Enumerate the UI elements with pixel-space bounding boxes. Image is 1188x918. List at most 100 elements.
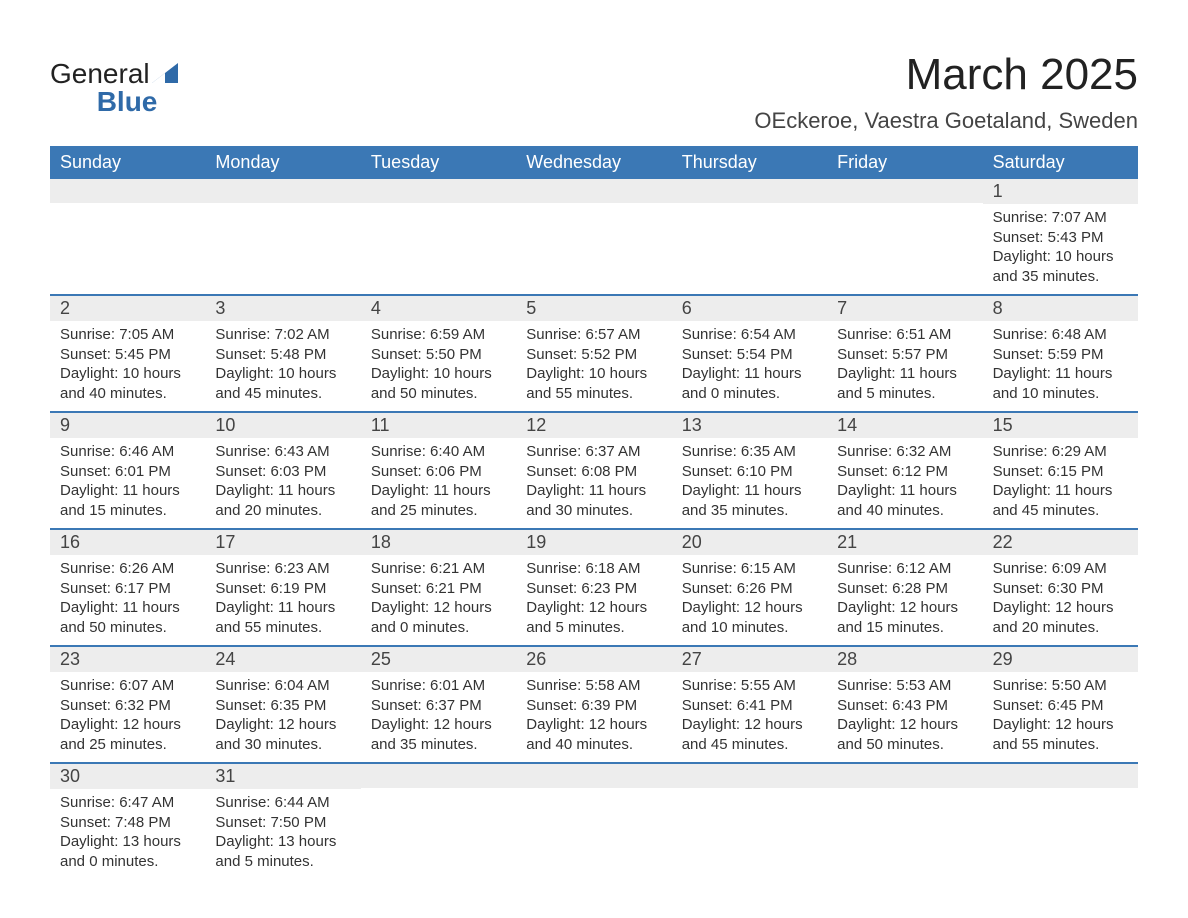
calendar-day-cell: 27Sunrise: 5:55 AMSunset: 6:41 PMDayligh… [672, 647, 827, 762]
calendar-day-cell: 1Sunrise: 7:07 AMSunset: 5:43 PMDaylight… [983, 179, 1138, 294]
calendar-day-cell: 6Sunrise: 6:54 AMSunset: 5:54 PMDaylight… [672, 296, 827, 411]
day-content: Sunrise: 6:57 AMSunset: 5:52 PMDaylight:… [516, 321, 671, 411]
calendar-day-cell: 12Sunrise: 6:37 AMSunset: 6:08 PMDayligh… [516, 413, 671, 528]
calendar-day-cell: 31Sunrise: 6:44 AMSunset: 7:50 PMDayligh… [205, 764, 360, 879]
sunset-line: Sunset: 5:50 PM [371, 345, 506, 365]
daylight-line: Daylight: 11 hoursand 50 minutes. [60, 598, 195, 637]
daylight-line: Daylight: 12 hoursand 50 minutes. [837, 715, 972, 754]
sunrise-line: Sunrise: 6:47 AM [60, 793, 195, 813]
day-number: 15 [983, 413, 1138, 438]
sunset-line: Sunset: 6:28 PM [837, 579, 972, 599]
day-content: Sunrise: 6:09 AMSunset: 6:30 PMDaylight:… [983, 555, 1138, 645]
daylight-line: Daylight: 10 hoursand 35 minutes. [993, 247, 1128, 286]
day-content: Sunrise: 6:07 AMSunset: 6:32 PMDaylight:… [50, 672, 205, 762]
sunset-line: Sunset: 7:48 PM [60, 813, 195, 833]
day-content: Sunrise: 6:37 AMSunset: 6:08 PMDaylight:… [516, 438, 671, 528]
day-number [205, 179, 360, 203]
daylight-line: Daylight: 10 hoursand 55 minutes. [526, 364, 661, 403]
sunset-line: Sunset: 6:21 PM [371, 579, 506, 599]
calendar-day-cell: 10Sunrise: 6:43 AMSunset: 6:03 PMDayligh… [205, 413, 360, 528]
day-number: 27 [672, 647, 827, 672]
sunset-line: Sunset: 6:10 PM [682, 462, 817, 482]
calendar-week-row: 16Sunrise: 6:26 AMSunset: 6:17 PMDayligh… [50, 528, 1138, 645]
calendar-day-cell: 3Sunrise: 7:02 AMSunset: 5:48 PMDaylight… [205, 296, 360, 411]
calendar-day-cell: 23Sunrise: 6:07 AMSunset: 6:32 PMDayligh… [50, 647, 205, 762]
calendar-empty-cell [672, 179, 827, 294]
brand-triangle-icon [152, 60, 178, 88]
daylight-line: Daylight: 12 hoursand 40 minutes. [526, 715, 661, 754]
day-number: 4 [361, 296, 516, 321]
day-content: Sunrise: 6:47 AMSunset: 7:48 PMDaylight:… [50, 789, 205, 879]
day-content: Sunrise: 5:58 AMSunset: 6:39 PMDaylight:… [516, 672, 671, 762]
calendar-day-cell: 24Sunrise: 6:04 AMSunset: 6:35 PMDayligh… [205, 647, 360, 762]
daylight-line: Daylight: 12 hoursand 45 minutes. [682, 715, 817, 754]
day-number: 29 [983, 647, 1138, 672]
sunset-line: Sunset: 6:15 PM [993, 462, 1128, 482]
sunrise-line: Sunrise: 5:50 AM [993, 676, 1128, 696]
sunset-line: Sunset: 5:57 PM [837, 345, 972, 365]
sunrise-line: Sunrise: 6:09 AM [993, 559, 1128, 579]
day-content: Sunrise: 6:32 AMSunset: 6:12 PMDaylight:… [827, 438, 982, 528]
daylight-line: Daylight: 12 hoursand 20 minutes. [993, 598, 1128, 637]
day-number: 9 [50, 413, 205, 438]
day-content: Sunrise: 6:48 AMSunset: 5:59 PMDaylight:… [983, 321, 1138, 411]
weekday-header-cell: Monday [205, 146, 360, 179]
weekday-header-cell: Sunday [50, 146, 205, 179]
day-content: Sunrise: 6:40 AMSunset: 6:06 PMDaylight:… [361, 438, 516, 528]
day-content: Sunrise: 6:12 AMSunset: 6:28 PMDaylight:… [827, 555, 982, 645]
sunset-line: Sunset: 6:39 PM [526, 696, 661, 716]
month-title: March 2025 [754, 50, 1138, 100]
day-number: 7 [827, 296, 982, 321]
daylight-line: Daylight: 11 hoursand 10 minutes. [993, 364, 1128, 403]
daylight-line: Daylight: 11 hoursand 55 minutes. [215, 598, 350, 637]
sunset-line: Sunset: 5:54 PM [682, 345, 817, 365]
calendar-empty-cell [516, 764, 671, 879]
weekday-header-cell: Wednesday [516, 146, 671, 179]
calendar-day-cell: 29Sunrise: 5:50 AMSunset: 6:45 PMDayligh… [983, 647, 1138, 762]
sunrise-line: Sunrise: 6:48 AM [993, 325, 1128, 345]
sunset-line: Sunset: 6:06 PM [371, 462, 506, 482]
day-content: Sunrise: 6:46 AMSunset: 6:01 PMDaylight:… [50, 438, 205, 528]
day-number: 31 [205, 764, 360, 789]
sunrise-line: Sunrise: 6:12 AM [837, 559, 972, 579]
daylight-line: Daylight: 11 hoursand 35 minutes. [682, 481, 817, 520]
sunrise-line: Sunrise: 6:35 AM [682, 442, 817, 462]
weekday-header-cell: Friday [827, 146, 982, 179]
sunrise-line: Sunrise: 6:51 AM [837, 325, 972, 345]
day-number: 2 [50, 296, 205, 321]
sunrise-line: Sunrise: 6:54 AM [682, 325, 817, 345]
calendar-day-cell: 22Sunrise: 6:09 AMSunset: 6:30 PMDayligh… [983, 530, 1138, 645]
calendar-day-cell: 28Sunrise: 5:53 AMSunset: 6:43 PMDayligh… [827, 647, 982, 762]
sunset-line: Sunset: 5:48 PM [215, 345, 350, 365]
calendar-empty-cell [672, 764, 827, 879]
calendar-day-cell: 18Sunrise: 6:21 AMSunset: 6:21 PMDayligh… [361, 530, 516, 645]
daylight-line: Daylight: 12 hoursand 35 minutes. [371, 715, 506, 754]
calendar-weeks: 1Sunrise: 7:07 AMSunset: 5:43 PMDaylight… [50, 179, 1138, 879]
daylight-line: Daylight: 11 hoursand 40 minutes. [837, 481, 972, 520]
day-number [672, 764, 827, 788]
day-number: 11 [361, 413, 516, 438]
calendar-empty-cell [50, 179, 205, 294]
calendar-day-cell: 8Sunrise: 6:48 AMSunset: 5:59 PMDaylight… [983, 296, 1138, 411]
day-number: 20 [672, 530, 827, 555]
day-number: 1 [983, 179, 1138, 204]
sunrise-line: Sunrise: 6:32 AM [837, 442, 972, 462]
sunset-line: Sunset: 5:43 PM [993, 228, 1128, 248]
sunset-line: Sunset: 6:19 PM [215, 579, 350, 599]
sunset-line: Sunset: 6:12 PM [837, 462, 972, 482]
daylight-line: Daylight: 10 hoursand 45 minutes. [215, 364, 350, 403]
day-number: 30 [50, 764, 205, 789]
sunset-line: Sunset: 6:32 PM [60, 696, 195, 716]
calendar-empty-cell [827, 179, 982, 294]
daylight-line: Daylight: 11 hoursand 25 minutes. [371, 481, 506, 520]
calendar-empty-cell [516, 179, 671, 294]
daylight-line: Daylight: 12 hoursand 10 minutes. [682, 598, 817, 637]
daylight-line: Daylight: 12 hoursand 55 minutes. [993, 715, 1128, 754]
sunrise-line: Sunrise: 6:23 AM [215, 559, 350, 579]
calendar-day-cell: 25Sunrise: 6:01 AMSunset: 6:37 PMDayligh… [361, 647, 516, 762]
calendar-day-cell: 30Sunrise: 6:47 AMSunset: 7:48 PMDayligh… [50, 764, 205, 879]
day-number [672, 179, 827, 203]
day-content: Sunrise: 6:43 AMSunset: 6:03 PMDaylight:… [205, 438, 360, 528]
calendar-day-cell: 5Sunrise: 6:57 AMSunset: 5:52 PMDaylight… [516, 296, 671, 411]
sunset-line: Sunset: 6:35 PM [215, 696, 350, 716]
